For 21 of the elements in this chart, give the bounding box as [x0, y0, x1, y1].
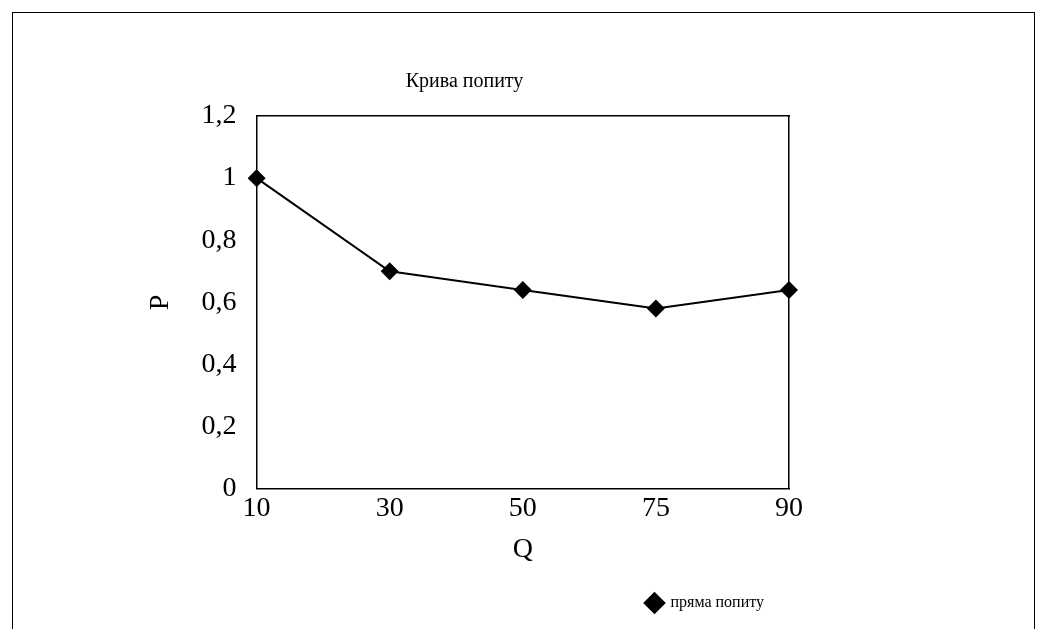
point	[780, 280, 798, 299]
point	[513, 280, 532, 299]
x-tick-label: 30	[375, 490, 404, 522]
x-tick-label: 75	[641, 490, 670, 522]
point	[247, 169, 266, 188]
x-tick-label: 90	[775, 490, 803, 522]
legend-label: пряма попиту	[670, 593, 765, 612]
y-tick-label: 1	[222, 160, 237, 192]
y-tick-label: 0,2	[201, 409, 237, 441]
y-tick-label: 0,6	[201, 284, 237, 316]
x-tick-label: 50	[508, 490, 537, 522]
y-axis-title: P	[143, 294, 175, 311]
point	[380, 262, 399, 281]
y-tick-label: 0	[222, 471, 237, 503]
point	[646, 299, 665, 318]
x-axis-title: Q	[512, 531, 533, 563]
y-tick-label: 1,2	[201, 98, 237, 130]
y-tick-label: 0,4	[201, 346, 237, 378]
x-tick-label: 10	[242, 490, 271, 522]
chart-title: Крива попиту	[405, 69, 524, 93]
y-tick-label: 0,8	[201, 222, 237, 254]
